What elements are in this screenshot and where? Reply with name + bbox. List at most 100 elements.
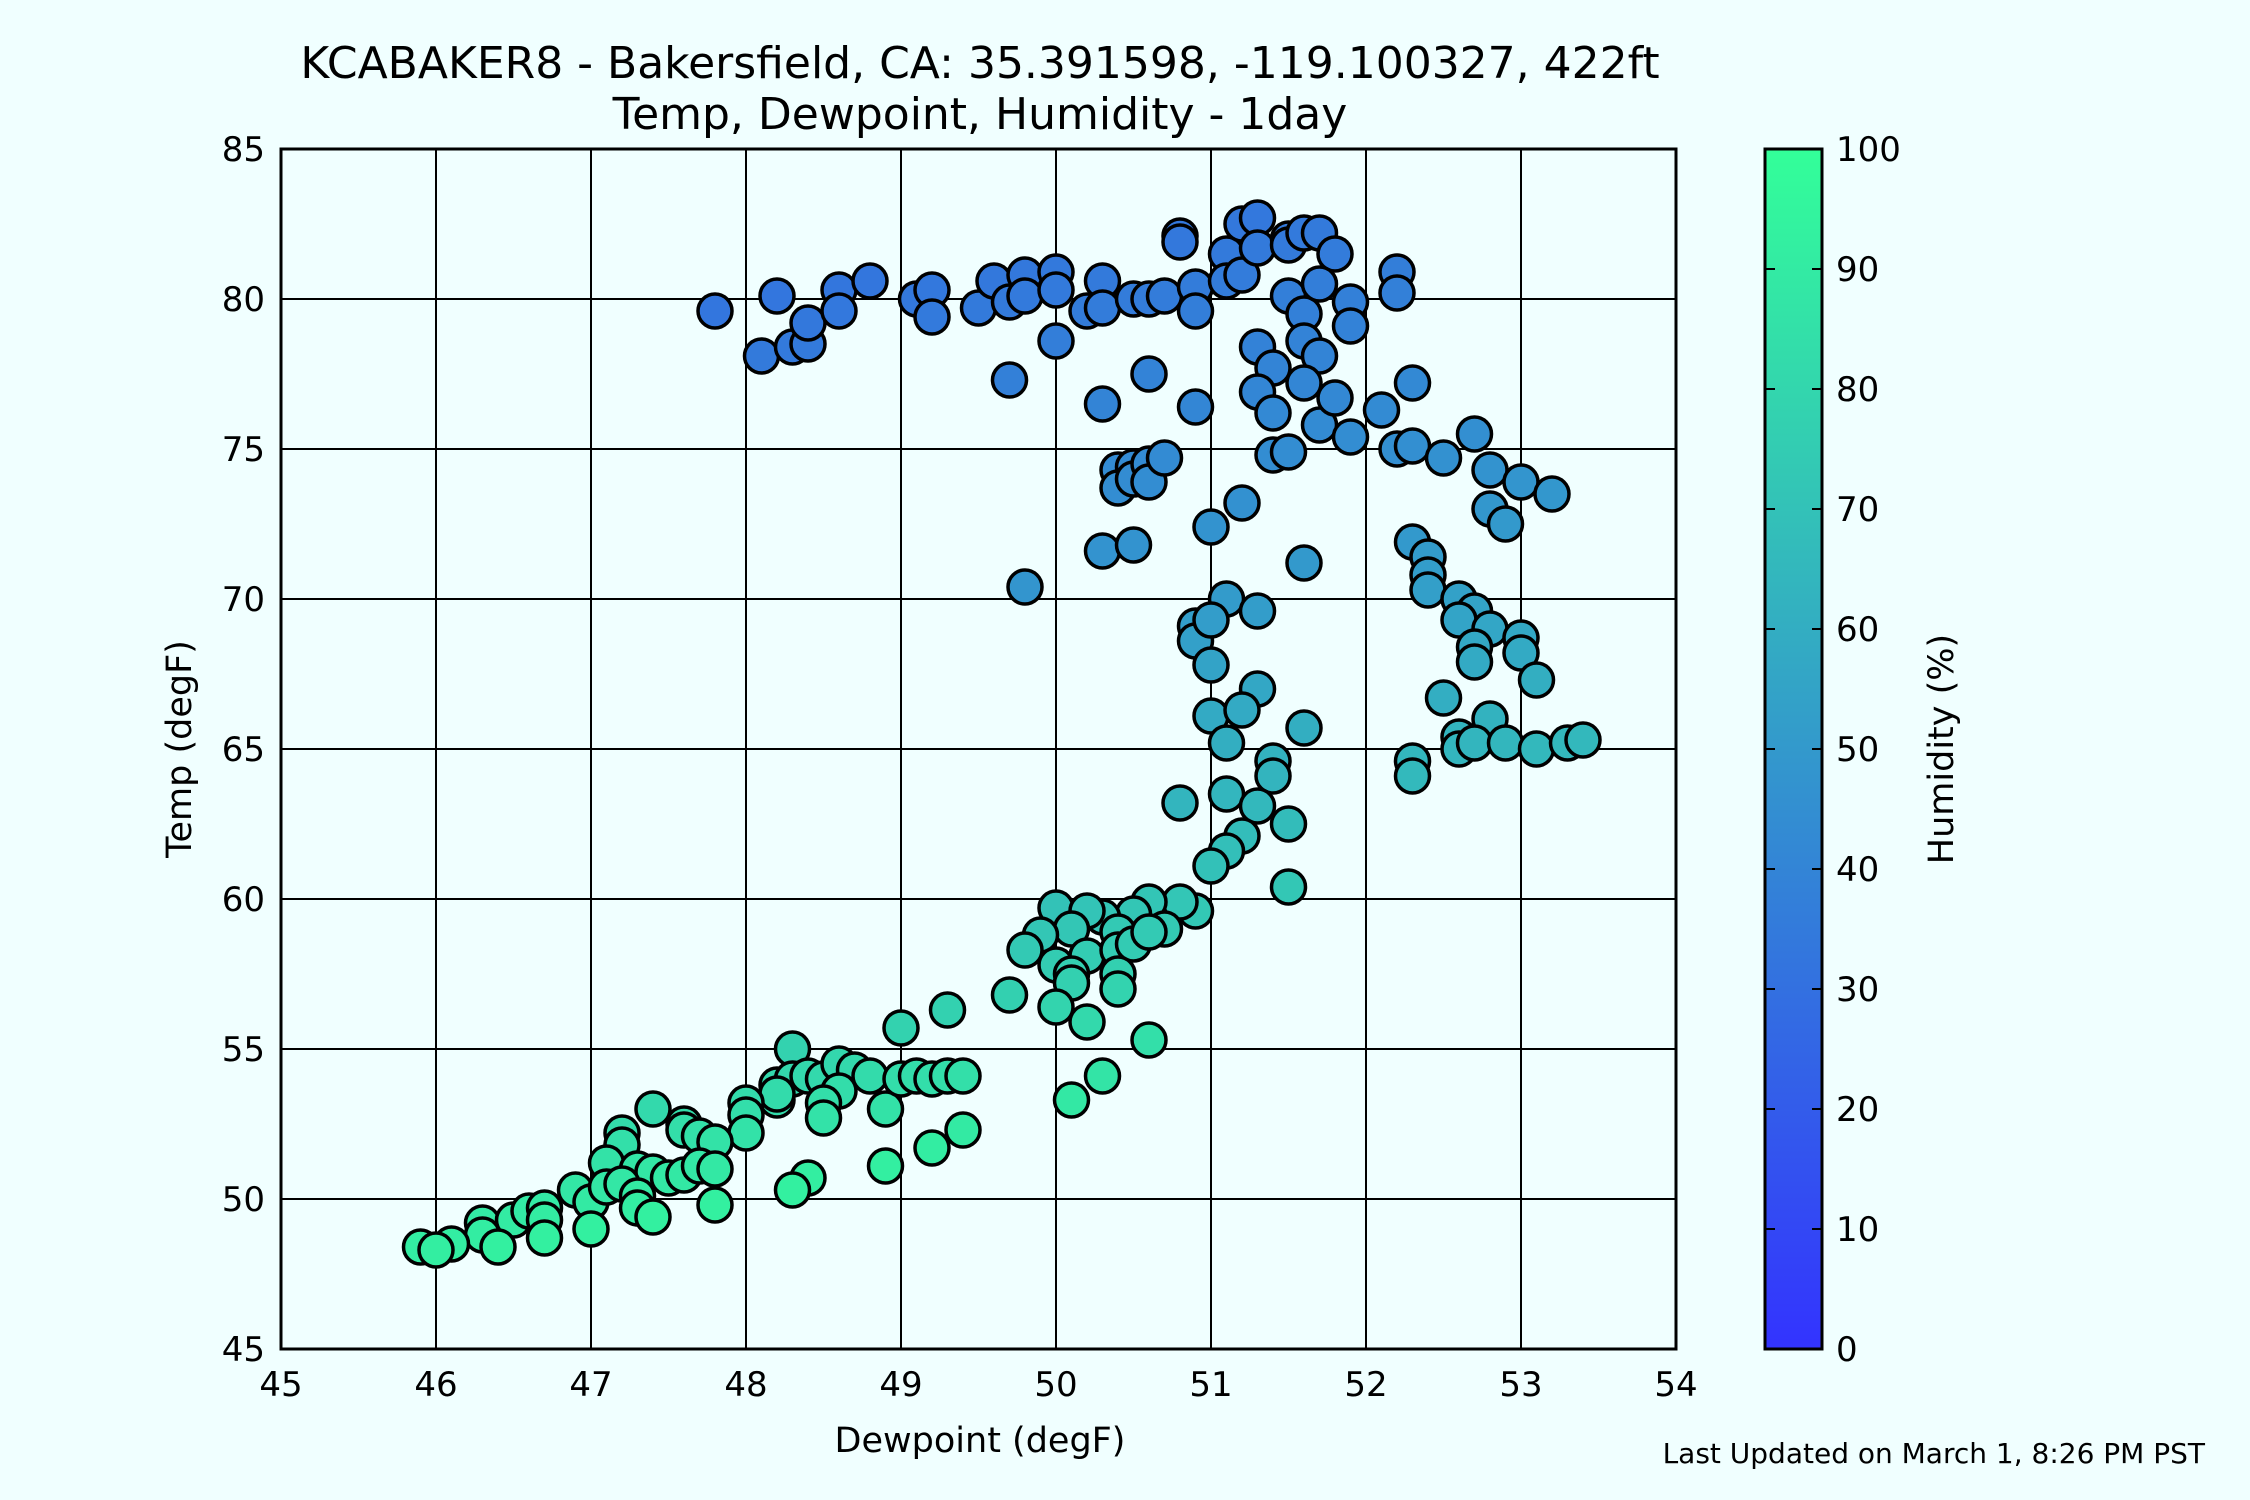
data-point (1285, 364, 1323, 402)
data-point (1176, 388, 1215, 426)
data-point (758, 277, 796, 315)
data-point (1083, 532, 1122, 570)
data-point (1130, 355, 1168, 393)
data-point (1145, 439, 1184, 477)
plot-frame (279, 147, 1678, 1351)
y-tick-label: 75 (222, 430, 265, 470)
data-point (1238, 592, 1277, 630)
y-tick-label: 55 (222, 1030, 265, 1070)
data-point (1192, 601, 1230, 639)
data-point (1192, 508, 1230, 546)
data-point (1316, 235, 1354, 273)
data-point (1471, 451, 1509, 489)
data-point (1455, 724, 1494, 762)
y-tick-label: 65 (222, 730, 265, 770)
data-point (1409, 571, 1447, 609)
data-point (1037, 322, 1075, 360)
data-point (1223, 484, 1261, 522)
colorbar-tick-label: 0 (1836, 1330, 1858, 1370)
data-point (1130, 1021, 1168, 1059)
colorbar-tick-label: 30 (1836, 970, 1879, 1010)
data-point (990, 361, 1029, 399)
data-point (1068, 1003, 1106, 1041)
data-point (1223, 691, 1261, 729)
data-point (1269, 868, 1308, 906)
data-point (1393, 427, 1432, 465)
data-point (1130, 913, 1168, 951)
data-point (913, 1129, 951, 1167)
data-point (1114, 526, 1153, 564)
data-point (1192, 646, 1230, 684)
colorbar-tick-label: 70 (1836, 490, 1879, 530)
y-axis-label: Temp (degF) (160, 640, 200, 859)
y-tick-label: 50 (222, 1180, 265, 1220)
data-point (1269, 433, 1308, 471)
data-point (1455, 643, 1494, 681)
data-point (417, 1231, 455, 1269)
data-point (1362, 391, 1401, 429)
data-point (1238, 787, 1277, 825)
data-point (1502, 463, 1540, 501)
data-point (1254, 394, 1292, 432)
data-point (928, 991, 967, 1029)
data-point (1192, 847, 1230, 885)
data-point (944, 1111, 982, 1149)
data-point (1331, 307, 1370, 345)
data-point (773, 1171, 812, 1209)
x-tick-label: 50 (1034, 1365, 1077, 1405)
x-tick-label: 46 (414, 1365, 457, 1405)
colorbar-tick-label: 40 (1836, 850, 1879, 890)
chart-title: KCABAKER8 - Bakersfield, CA: 35.391598, … (300, 38, 1659, 89)
data-point (866, 1090, 905, 1128)
colorbar-tick-label: 20 (1836, 1090, 1879, 1130)
data-point (1083, 289, 1122, 327)
data-point (696, 292, 734, 330)
data-point (990, 976, 1029, 1014)
data-point (1424, 679, 1463, 717)
data-point (944, 1057, 982, 1095)
x-tick-label: 45 (259, 1365, 302, 1405)
colorbar-tick-label: 80 (1836, 370, 1879, 410)
data-point (758, 1075, 796, 1113)
colorbar-tick-label: 50 (1836, 730, 1879, 770)
data-point (1161, 223, 1199, 261)
x-tick-label: 47 (569, 1365, 612, 1405)
axis-ticks: 45 46 47 48 49 50 51 52 53 54 45 50 55 60 65 70 75 80 85 (222, 130, 1698, 1405)
y-tick-label: 70 (222, 580, 265, 620)
data-point (789, 304, 827, 342)
data-point (572, 1210, 610, 1248)
x-tick-label: 53 (1499, 1365, 1542, 1405)
data-point (1486, 505, 1525, 543)
data-points (401, 199, 1602, 1269)
data-point (1254, 757, 1292, 795)
data-point (1145, 277, 1184, 315)
last-updated-text: Last Updated on March 1, 8:26 PM PST (1663, 1437, 2206, 1470)
data-point (882, 1009, 920, 1047)
x-axis-label: Dewpoint (degF) (835, 1421, 1126, 1461)
x-tick-label: 52 (1344, 1365, 1387, 1405)
data-point (1517, 730, 1556, 768)
data-point (1176, 292, 1215, 330)
data-point (1052, 1081, 1091, 1119)
data-point (1207, 775, 1246, 813)
data-point (1517, 661, 1556, 699)
data-point (1285, 544, 1323, 582)
colorbar-tick-label: 10 (1836, 1210, 1879, 1250)
data-point (479, 1228, 517, 1266)
data-point (1083, 385, 1122, 423)
data-point (696, 1186, 734, 1224)
data-point (1393, 364, 1432, 402)
data-point (634, 1198, 672, 1236)
data-point (1393, 757, 1432, 795)
y-tick-label: 60 (222, 880, 265, 920)
data-point (742, 337, 781, 375)
x-tick-label: 49 (879, 1365, 922, 1405)
data-point (1099, 970, 1137, 1008)
x-tick-label: 51 (1189, 1365, 1232, 1405)
data-point (1238, 229, 1277, 267)
data-point (1424, 439, 1463, 477)
data-point (1207, 724, 1246, 762)
chart-subtitle: Temp, Dewpoint, Humidity - 1day (612, 89, 1348, 140)
data-point (851, 1057, 889, 1095)
